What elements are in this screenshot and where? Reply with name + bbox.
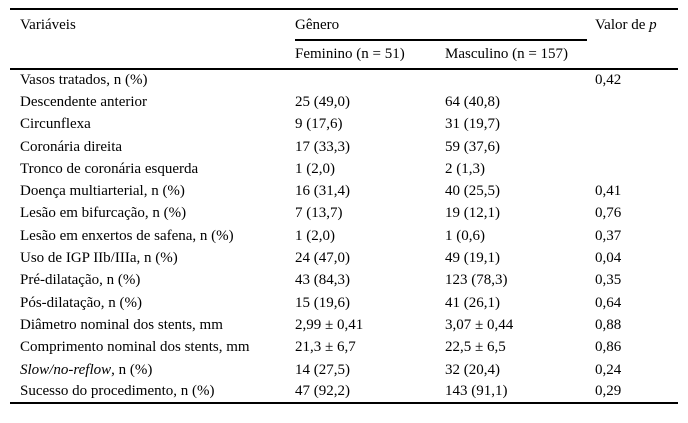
variable-label: Diâmetro nominal dos stents, mm [20, 316, 223, 333]
table-row: Uso de IGP IIb/IIIa, n (%) 24 (47,0) 49 (1… [10, 247, 678, 269]
feminino-value: 21,3 ± 6,7 [295, 339, 356, 356]
variable-label: Pós-dilatação, n (%) [20, 294, 143, 311]
p-value [595, 91, 678, 113]
variable-label: Lesão em bifurcação, n (%) [20, 205, 187, 222]
variables-table: Variáveis Gênero Valor de p Feminino (n … [10, 8, 678, 405]
masculino-value: 19 (12,1) [445, 205, 500, 222]
col-header-variaveis: Variáveis [20, 17, 76, 33]
feminino-value: 14 (27,5) [295, 361, 350, 378]
table-container: Variáveis Gênero Valor de p Feminino (n … [10, 8, 678, 405]
variable-label: Slow/no-reflow, n (%) [20, 361, 153, 378]
table-row: Comprimento nominal dos stents, mm 21,3 ±… [10, 337, 678, 359]
masculino-value: 41 (26,1) [445, 294, 500, 311]
masculino-value [445, 69, 595, 91]
feminino-value: 15 (19,6) [295, 294, 350, 311]
masculino-value: 31 (19,7) [445, 116, 500, 133]
table-row: Lesão em enxertos de safena, n (%) 1 (2,0… [10, 225, 678, 247]
feminino-value: 9 (17,6) [295, 116, 343, 133]
table-body: Vasos tratados, n (%) 0,42 Descendente ant… [10, 69, 678, 403]
p-value [595, 136, 678, 158]
feminino-value [295, 69, 445, 91]
table-row: Diâmetro nominal dos stents, mm 2,99 ± 0,… [10, 314, 678, 336]
feminino-value: 1 (2,0) [295, 227, 335, 244]
p-value: 0,86 [595, 339, 622, 356]
variable-label: Tronco de coronária esquerda [20, 160, 199, 177]
p-header-italic: p [649, 17, 657, 33]
p-value [595, 114, 678, 136]
p-value: 0,24 [595, 361, 622, 378]
table-row: Sucesso do procedimento, n (%) 47 (92,2) 1… [10, 381, 678, 403]
table-header: Variáveis Gênero Valor de p Feminino (n … [10, 9, 678, 70]
variable-label: Sucesso do procedimento, n (%) [20, 383, 215, 400]
col-header-valor-de-p: Valor de p [595, 9, 678, 41]
subheader-empty-right [595, 41, 678, 70]
masculino-value: 49 (19,1) [445, 250, 500, 267]
p-value: 0,76 [595, 205, 622, 222]
variable-label: Lesão em enxertos de safena, n (%) [20, 227, 234, 244]
p-value: 0,37 [595, 227, 622, 244]
masculino-value: 143 (91,1) [445, 383, 508, 400]
masculino-value: 64 (40,8) [445, 93, 500, 110]
variable-label: Pré-dilatação, n (%) [20, 272, 141, 289]
table-row: Lesão em bifurcação, n (%) 7 (13,7) 19 (12… [10, 203, 678, 225]
variable-label: Coronária direita [20, 138, 123, 155]
p-value: 0,41 [595, 183, 622, 200]
table-row: Circunflexa 9 (17,6) 31 (19,7) [10, 114, 678, 136]
p-value [595, 158, 678, 180]
p-value: 0,88 [595, 316, 622, 333]
p-value: 0,04 [595, 250, 622, 267]
masculino-value: 32 (20,4) [445, 361, 500, 378]
p-value: 0,42 [595, 72, 622, 89]
table-row: Descendente anterior 25 (49,0) 64 (40,8) [10, 91, 678, 113]
variable-label: Comprimento nominal dos stents, mm [20, 339, 250, 356]
subheader-empty-left [10, 41, 295, 70]
variable-label: Circunflexa [20, 116, 91, 133]
p-value: 0,29 [595, 383, 622, 400]
masculino-value: 22,5 ± 6,5 [445, 339, 506, 356]
masculino-value: 40 (25,5) [445, 183, 500, 200]
masculino-value: 2 (1,3) [445, 160, 485, 177]
feminino-value: 1 (2,0) [295, 160, 335, 177]
p-header-text: Valor de [595, 17, 650, 33]
variable-label: Uso de IGP IIb/IIIa, n (%) [20, 250, 178, 267]
masculino-value: 59 (37,6) [445, 138, 500, 155]
p-value: 0,64 [595, 294, 622, 311]
table-row: Pré-dilatação, n (%) 43 (84,3) 123 (78,3) 0… [10, 270, 678, 292]
variable-label: Vasos tratados, n (%) [20, 72, 148, 89]
feminino-value: 43 (84,3) [295, 272, 350, 289]
subheader-feminino: Feminino (n = 51) [295, 41, 445, 70]
table-row: Pós-dilatação, n (%) 15 (19,6) 41 (26,1) 0,… [10, 292, 678, 314]
table-row: Slow/no-reflow, n (%) 14 (27,5) 32 (20,4) 0… [10, 359, 678, 381]
masculino-value: 123 (78,3) [445, 272, 508, 289]
variable-label: Doença multiarterial, n (%) [20, 183, 185, 200]
header-row-sub: Feminino (n = 51) Masculino (n = 157) [10, 41, 678, 70]
feminino-value: 24 (47,0) [295, 250, 350, 267]
table-row: Coronária direita 17 (33,3) 59 (37,6) [10, 136, 678, 158]
feminino-value: 2,99 ± 0,41 [295, 316, 364, 333]
feminino-value: 47 (92,2) [295, 383, 350, 400]
table-row: Vasos tratados, n (%) 0,42 [10, 69, 678, 91]
masculino-value: 1 (0,6) [445, 227, 485, 244]
feminino-value: 16 (31,4) [295, 183, 350, 200]
table-row: Doença multiarterial, n (%) 16 (31,4) 40 (… [10, 180, 678, 202]
feminino-value: 7 (13,7) [295, 205, 343, 222]
variable-label: Descendente anterior [20, 93, 148, 110]
subheader-masculino: Masculino (n = 157) [445, 41, 595, 70]
feminino-value: 17 (33,3) [295, 138, 350, 155]
masculino-value: 3,07 ± 0,44 [445, 316, 514, 333]
p-value: 0,35 [595, 272, 622, 289]
header-row-group: Variáveis Gênero Valor de p [10, 9, 678, 41]
feminino-value: 25 (49,0) [295, 93, 350, 110]
table-row: Tronco de coronária esquerda 1 (2,0) 2 (1,… [10, 158, 678, 180]
col-header-genero: Gênero [295, 9, 595, 41]
